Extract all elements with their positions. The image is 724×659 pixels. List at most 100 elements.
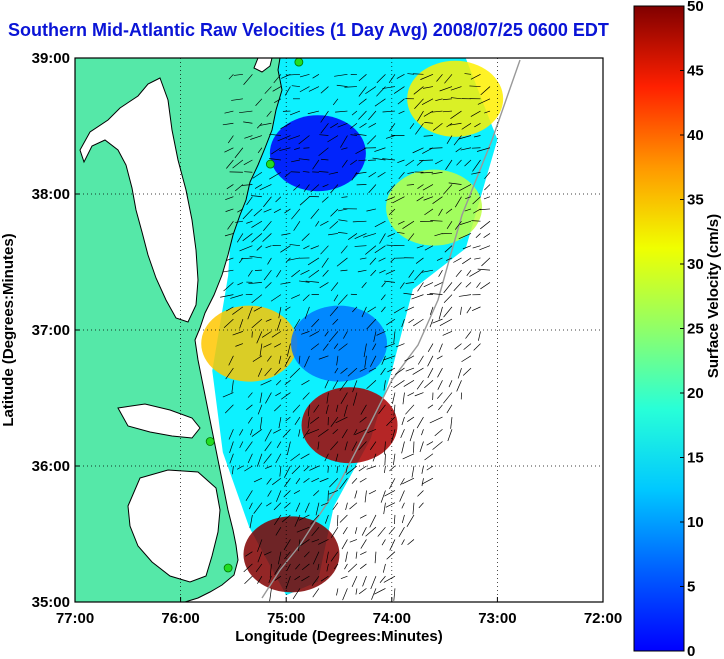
velocity-arrow — [436, 355, 443, 360]
velocity-arrow — [359, 367, 367, 372]
velocity-arrow — [393, 404, 396, 416]
velocity-arrow — [330, 282, 339, 292]
velocity-arrow — [370, 355, 377, 367]
velocity-arrow — [401, 539, 405, 545]
velocity-arrow — [261, 331, 272, 338]
velocity-arrow — [368, 171, 377, 178]
velocity-arrow — [355, 171, 367, 175]
velocity-arrow — [453, 257, 462, 263]
velocity-arrow — [341, 429, 348, 439]
velocity-arrow — [402, 220, 415, 229]
velocity-arrow — [398, 172, 405, 180]
velocity-arrow — [474, 257, 481, 260]
colorbar-ticks: 0 5 10 15 20 25 30 35 40 45 50 — [680, 0, 704, 659]
velocity-arrow — [415, 257, 424, 264]
velocity-arrow — [271, 331, 282, 338]
velocity-arrow — [399, 490, 405, 502]
velocity-arrow — [364, 490, 367, 503]
velocity-arrow — [291, 159, 300, 163]
velocity-arrow — [484, 110, 491, 114]
velocity-arrow — [392, 392, 396, 404]
velocity-arrow — [345, 465, 358, 475]
velocity-arrow — [244, 171, 253, 173]
velocity-arrow — [417, 355, 424, 365]
velocity-arrow — [263, 453, 272, 464]
velocity-arrow — [370, 576, 377, 590]
velocity-arrow — [450, 86, 462, 91]
velocity-arrow — [359, 257, 367, 260]
colorbar-tick-label: 35 — [687, 192, 704, 209]
velocity-arrow — [309, 331, 320, 337]
velocity-arrow — [223, 318, 234, 328]
velocity-arrow — [421, 478, 424, 487]
velocity-arrow — [457, 367, 462, 379]
velocity-arrow — [328, 331, 339, 343]
velocity-arrow — [328, 233, 338, 236]
velocity-arrow — [407, 73, 415, 75]
velocity-arrow — [301, 233, 310, 241]
velocity-arrow — [280, 122, 291, 130]
velocity-arrow — [229, 453, 234, 464]
mainland — [75, 58, 283, 602]
velocity-arrow — [320, 86, 329, 94]
velocity-arrow — [263, 196, 272, 208]
velocity-arrow — [382, 86, 396, 89]
velocity-arrow — [460, 306, 462, 315]
velocity-arrow — [304, 355, 310, 368]
velocity-arrow — [458, 135, 472, 140]
velocity-arrow — [265, 465, 272, 469]
velocity-arrow — [472, 159, 481, 172]
velocity-arrow — [355, 551, 358, 559]
velocity-arrow — [480, 220, 491, 230]
velocity-arrow — [382, 158, 396, 161]
velocity-arrow — [354, 490, 358, 499]
velocity-arrow — [446, 135, 453, 145]
velocity-arrow — [455, 269, 462, 278]
velocity-arrow — [445, 159, 453, 170]
velocity-arrow — [307, 257, 320, 266]
velocity-arrow — [275, 453, 282, 464]
velocity-arrow — [349, 502, 358, 510]
velocity-arrow — [427, 343, 434, 353]
velocity-arrow — [224, 110, 234, 114]
velocity-arrow — [438, 343, 443, 353]
velocity-arrow — [407, 392, 415, 397]
velocity-arrow — [419, 159, 433, 161]
velocity-arrow — [411, 465, 415, 478]
velocity-arrow — [248, 502, 253, 510]
velocity-arrow — [397, 159, 405, 164]
velocity-arrow — [330, 551, 339, 562]
velocity-arrow — [294, 416, 301, 425]
velocity-arrow — [357, 269, 367, 273]
velocity-arrow — [363, 233, 377, 238]
velocity-arrow — [311, 477, 320, 483]
colorbar-tick-label: 40 — [687, 127, 704, 144]
velocity-arrow — [290, 453, 301, 462]
velocity-arrow — [403, 380, 415, 387]
velocity-arrow — [365, 245, 377, 255]
chesapeake-bay — [79, 77, 199, 323]
velocity-arrow — [235, 343, 244, 347]
velocity-arrow — [339, 380, 348, 391]
velocity-arrow — [466, 306, 472, 314]
velocity-arrow — [321, 257, 329, 268]
velocity-arrow — [274, 98, 282, 103]
velocity-arrow — [358, 110, 367, 120]
velocity-arrow — [269, 588, 272, 602]
velocity-arrow — [315, 502, 320, 516]
velocity-arrow — [327, 465, 329, 473]
velocity-arrow — [465, 196, 472, 200]
velocity-arrow — [293, 184, 301, 191]
velocity-arrow — [463, 343, 472, 350]
velocity-arrow — [374, 98, 386, 107]
velocity-arrow — [354, 133, 367, 136]
velocity-arrow — [383, 502, 386, 515]
velocity-arrow — [266, 502, 272, 507]
velocity-arrow — [405, 367, 415, 372]
velocity-arrow — [432, 441, 443, 450]
velocity-arrow — [386, 318, 396, 326]
velocity-arrow — [306, 428, 320, 435]
velocity-arrow — [464, 159, 472, 167]
velocity-arrow — [277, 135, 291, 142]
velocity-arrow — [341, 159, 348, 168]
